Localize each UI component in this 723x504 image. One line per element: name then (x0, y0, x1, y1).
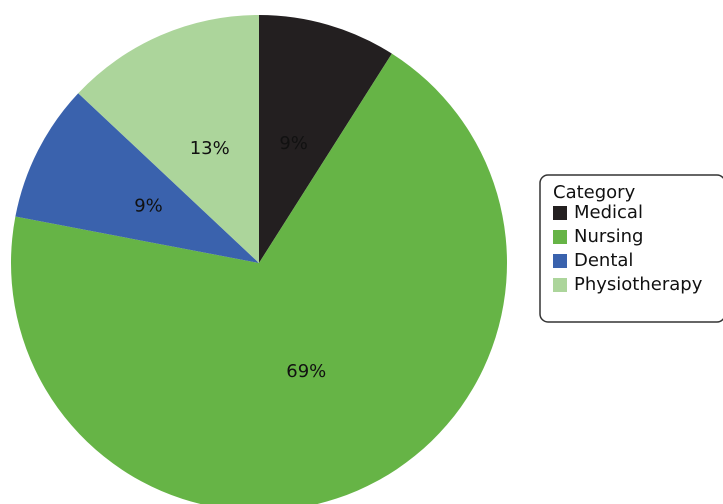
slice-label-physiotherapy: 13% (190, 138, 230, 159)
legend-box (539, 174, 723, 323)
pie-slices (11, 15, 507, 504)
legend-swatch-nursing (553, 230, 567, 244)
slice-label-medical: 9% (279, 133, 308, 154)
legend-label-dental: Dental (574, 250, 633, 271)
slice-label-nursing: 69% (286, 361, 326, 382)
legend-swatch-dental (553, 254, 567, 268)
legend-label-medical: Medical (574, 202, 643, 223)
legend-items: Medical Nursing Dental Physiotherapy (553, 202, 703, 295)
pie-slice-medical (259, 15, 392, 263)
pie-slice-nursing (11, 53, 507, 504)
legend-swatch-physiotherapy (553, 278, 567, 292)
slice-label-dental: 9% (134, 196, 163, 217)
legend-label-nursing: Nursing (574, 226, 644, 247)
pie-slice-dental (15, 93, 260, 263)
legend-title: Category (553, 182, 636, 203)
pie-slice-labels: 9% 69% 9% 13% (134, 133, 326, 382)
legend-label-physiotherapy: Physiotherapy (574, 274, 703, 295)
legend: Category Medical Nursing Dental Physiothera… (539, 174, 723, 323)
legend-swatch-medical (553, 206, 567, 220)
pie-slice-physiotherapy (78, 15, 259, 263)
